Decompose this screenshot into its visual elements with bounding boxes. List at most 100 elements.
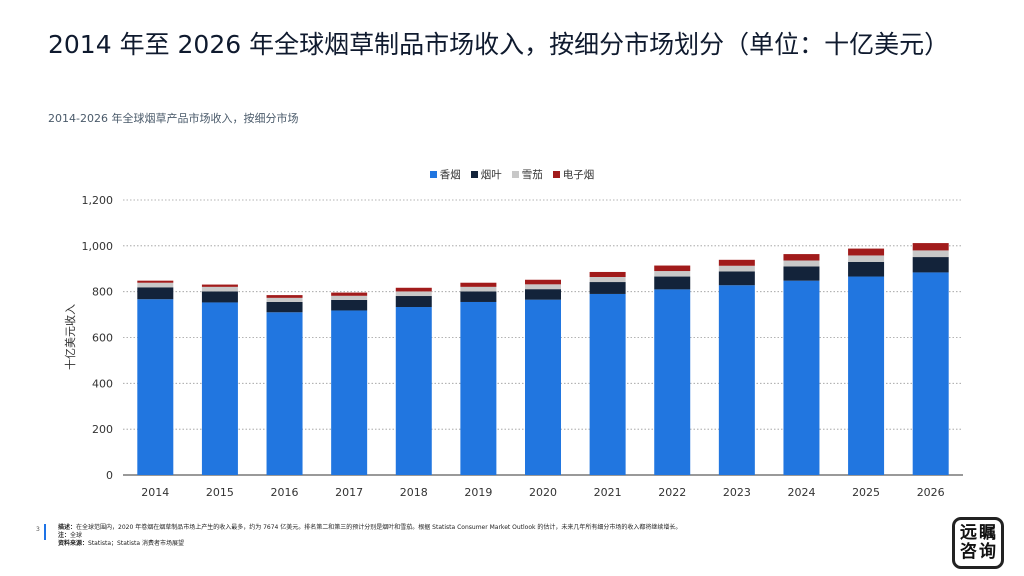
bar-segment-2014-0[interactable] — [137, 299, 174, 475]
legend-item-tobacco-leaf[interactable]: 烟叶 — [470, 167, 502, 182]
bar-segment-2021-1[interactable] — [589, 282, 626, 294]
bar-segment-2015-1[interactable] — [201, 291, 238, 303]
y-tick-label: 400 — [92, 377, 113, 390]
source-label: 资料来源： — [58, 540, 89, 547]
bar-segment-2025-1[interactable] — [848, 261, 885, 277]
bar-segment-2020-1[interactable] — [525, 289, 561, 300]
bar-segment-2026-0[interactable] — [912, 272, 949, 475]
x-tick-label: 2018 — [400, 486, 428, 499]
x-tick-label: 2020 — [529, 486, 557, 499]
bar-segment-2018-0[interactable] — [395, 307, 432, 475]
bar-segment-2019-2[interactable] — [460, 286, 497, 292]
x-tick-label: 2017 — [335, 486, 363, 499]
bar-segment-2019-0[interactable] — [460, 301, 497, 475]
legend-label: 电子烟 — [562, 169, 595, 181]
bar-segment-2022-3[interactable] — [654, 265, 691, 272]
bar-segment-2016-1[interactable] — [266, 301, 303, 313]
y-tick-label: 1,000 — [82, 240, 114, 253]
bar-segment-2022-1[interactable] — [654, 276, 691, 290]
note-text: 全球 — [70, 532, 83, 539]
bar-segment-2020-0[interactable] — [525, 299, 561, 475]
bar-segment-2024-1[interactable] — [783, 266, 820, 281]
x-tick-label: 2022 — [658, 486, 686, 499]
bar-segment-2024-3[interactable] — [783, 254, 820, 261]
y-axis-title: 十亿美元收入 — [63, 304, 77, 370]
bar-segment-2017-0[interactable] — [331, 310, 368, 475]
bar-segment-2016-0[interactable] — [266, 312, 303, 475]
bar-segment-2025-3[interactable] — [848, 248, 885, 256]
desc-label: 描述： — [58, 524, 77, 531]
bar-segment-2018-3[interactable] — [395, 287, 432, 292]
source-text: Statista；Statista 消费者市场展望 — [88, 540, 184, 547]
logo-char: 瞩 — [979, 523, 996, 543]
legend-swatch — [429, 171, 437, 178]
bar-segment-2015-2[interactable] — [201, 286, 238, 292]
bar-segment-2017-2[interactable] — [331, 295, 368, 300]
bar-segment-2023-3[interactable] — [718, 259, 755, 266]
x-tick-label: 2021 — [594, 486, 622, 499]
legend-swatch — [511, 171, 519, 178]
y-axis-tick-labels: 0 200 400 600 800 1,000 1,200 — [82, 194, 114, 482]
x-tick-label: 2025 — [852, 486, 880, 499]
y-tick-label: 600 — [92, 332, 113, 345]
bar-segment-2014-3[interactable] — [137, 280, 174, 283]
bar-segment-2017-1[interactable] — [331, 299, 368, 311]
legend-label: 香烟 — [439, 169, 461, 181]
legend-swatch — [552, 171, 560, 178]
bar-segment-2021-2[interactable] — [589, 277, 626, 283]
bar-segment-2015-0[interactable] — [201, 302, 238, 475]
legend-item-cigars[interactable]: 雪茄 — [511, 167, 543, 182]
bar-segment-2026-3[interactable] — [912, 243, 949, 251]
bar-segment-2023-2[interactable] — [718, 265, 755, 272]
bar-segment-2024-0[interactable] — [783, 280, 820, 475]
note-label: 注： — [58, 532, 71, 539]
bar-segment-2021-0[interactable] — [589, 293, 626, 475]
x-axis-tick-labels: 2014 2015 2016 2017 2018 2019 2020 2021 2022 2023… — [141, 486, 944, 499]
footer-accent-bar — [44, 524, 46, 540]
x-tick-label: 2016 — [271, 486, 299, 499]
x-tick-label: 2019 — [464, 486, 492, 499]
x-tick-label: 2015 — [206, 486, 234, 499]
logo-char: 远 — [960, 523, 977, 543]
bar-segment-2024-2[interactable] — [783, 260, 820, 267]
y-tick-label: 1,200 — [82, 194, 114, 207]
bar-segment-2014-1[interactable] — [137, 287, 174, 300]
bar-segment-2026-2[interactable] — [912, 250, 949, 258]
desc-text: 在全球范围内，2020 年卷烟在烟草制品市场上产生的收入最多，约为 7674 亿… — [76, 524, 682, 531]
y-tick-label: 800 — [92, 286, 113, 299]
legend-label: 雪茄 — [521, 169, 543, 181]
chart-subtitle: 2014-2026 年全球烟草产品市场收入，按细分市场 — [48, 112, 299, 125]
bar-segment-2020-3[interactable] — [525, 279, 561, 285]
bars — [137, 243, 949, 475]
legend-item-cigarettes[interactable]: 香烟 — [429, 167, 461, 182]
bar-segment-2023-1[interactable] — [718, 271, 755, 286]
page-title: 2014 年至 2026 年全球烟草制品市场收入，按细分市场划分（单位：十亿美元… — [48, 30, 950, 59]
bar-segment-2018-1[interactable] — [395, 296, 432, 308]
bar-segment-2026-1[interactable] — [912, 257, 949, 273]
bar-segment-2015-3[interactable] — [201, 284, 238, 287]
bar-segment-2018-2[interactable] — [395, 291, 432, 297]
bar-segment-2017-3[interactable] — [331, 292, 368, 296]
bar-segment-2022-2[interactable] — [654, 271, 691, 277]
bar-segment-2022-0[interactable] — [654, 289, 691, 475]
bar-segment-2016-2[interactable] — [266, 297, 303, 302]
company-logo: 远 瞩 咨 询 — [952, 517, 1004, 569]
bar-segment-2025-2[interactable] — [848, 255, 885, 262]
bar-segment-2019-3[interactable] — [460, 282, 497, 287]
chart-legend: 香烟 烟叶 雪茄 电子烟 — [0, 167, 1024, 182]
x-tick-label: 2026 — [917, 486, 945, 499]
x-tick-label: 2024 — [787, 486, 815, 499]
legend-swatch — [470, 171, 478, 178]
bar-segment-2021-3[interactable] — [589, 271, 626, 277]
legend-item-ecig[interactable]: 电子烟 — [552, 167, 595, 182]
logo-char: 询 — [979, 542, 996, 562]
page-number: 3 — [36, 526, 40, 533]
bar-segment-2014-2[interactable] — [137, 282, 174, 288]
bar-segment-2025-0[interactable] — [848, 276, 885, 475]
bar-segment-2023-0[interactable] — [718, 285, 755, 475]
y-tick-label: 0 — [106, 469, 113, 482]
bar-segment-2020-2[interactable] — [525, 284, 561, 290]
bar-segment-2016-3[interactable] — [266, 295, 303, 298]
bar-segment-2019-1[interactable] — [460, 291, 497, 302]
